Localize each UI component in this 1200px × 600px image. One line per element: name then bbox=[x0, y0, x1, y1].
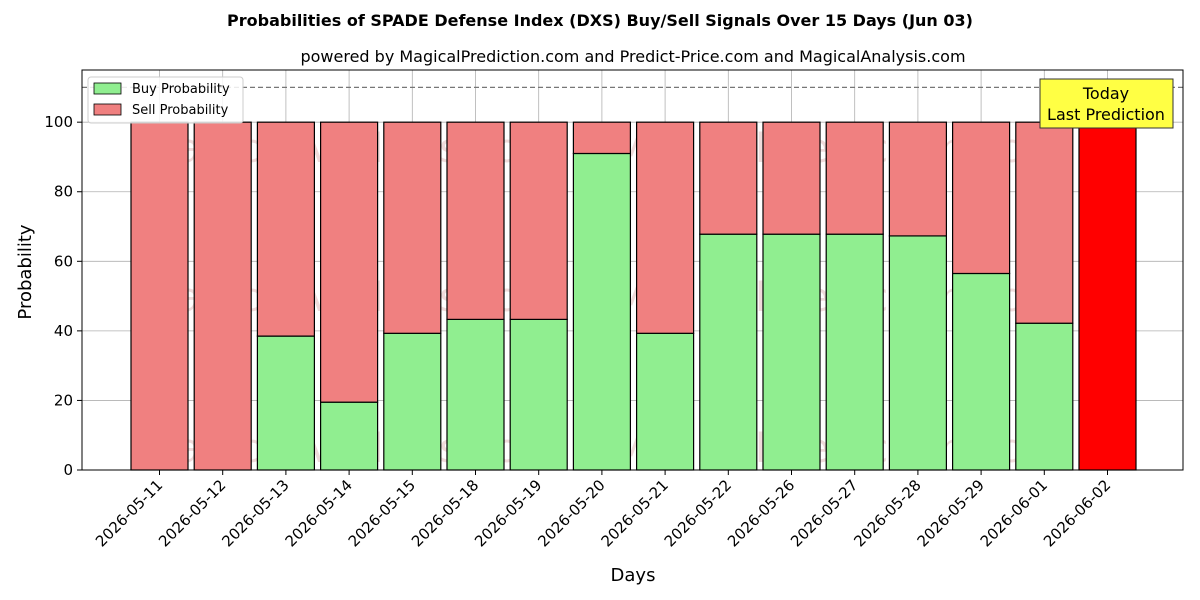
x-tick-label: 2026-05-29 bbox=[914, 476, 988, 550]
bar-buy-2026-05-21 bbox=[635, 332, 695, 471]
y-tick-label: 60 bbox=[54, 252, 73, 270]
plot-frame bbox=[81, 69, 1184, 471]
bar-buy-2026-05-26 bbox=[762, 233, 821, 471]
x-tick-label: 2026-05-21 bbox=[598, 476, 672, 550]
bar-buy-2026-05-27 bbox=[825, 233, 884, 471]
annotation-line1: Today bbox=[1082, 84, 1129, 103]
bar-buy-2026-05-29 bbox=[951, 272, 1011, 471]
today-annotation: Today Last Prediction bbox=[1039, 78, 1174, 129]
x-tick-label: 2026-05-20 bbox=[534, 476, 608, 550]
legend: Buy Probability Sell Probability bbox=[87, 76, 244, 124]
bar-sell-2026-05-28 bbox=[888, 121, 948, 237]
bar-sell-2026-05-26 bbox=[762, 121, 821, 235]
chart-title: Probabilities of SPADE Defense Index (DX… bbox=[227, 11, 973, 30]
bar-buy-2026-05-28 bbox=[888, 235, 948, 471]
bar-buy-2026-05-19 bbox=[509, 318, 568, 471]
bar-sell-2026-05-21 bbox=[635, 121, 695, 334]
legend-buy-swatch bbox=[93, 82, 122, 95]
bar-buy-2026-05-14 bbox=[320, 401, 379, 471]
x-tick-label: 2026-05-22 bbox=[661, 476, 735, 550]
y-tick-label: 80 bbox=[54, 183, 73, 201]
x-axis-label: Days bbox=[611, 565, 656, 586]
bar-sell-2026-05-22 bbox=[699, 121, 758, 235]
bar-sell-2026-05-29 bbox=[951, 121, 1011, 275]
x-tick-label: 2026-05-18 bbox=[408, 476, 482, 550]
bar-sell-2026-05-18 bbox=[446, 121, 505, 320]
x-tick-label: 2026-05-12 bbox=[155, 476, 229, 550]
legend-frame bbox=[87, 76, 244, 124]
bar-buy-2026-06-01 bbox=[1015, 322, 1074, 471]
x-tick-label: 2026-05-15 bbox=[345, 476, 419, 550]
bar-buy-2026-05-20 bbox=[572, 152, 632, 471]
bar-sell-2026-05-14 bbox=[320, 121, 379, 403]
x-tick-label: 2026-05-28 bbox=[850, 476, 924, 550]
bar-buy-2026-05-15 bbox=[383, 332, 442, 471]
y-tick-label: 40 bbox=[54, 322, 73, 340]
bars bbox=[130, 121, 1137, 471]
y-tick-label: 100 bbox=[44, 113, 73, 131]
x-tick-label: 2026-06-02 bbox=[1040, 476, 1114, 550]
bar-buy-2026-05-22 bbox=[699, 233, 758, 471]
bar-sell-2026-06-01 bbox=[1015, 121, 1074, 324]
annotation-line2: Last Prediction bbox=[1047, 105, 1165, 124]
x-tick-label: 2026-05-14 bbox=[282, 476, 356, 550]
bar-sell-2026-05-12 bbox=[193, 121, 252, 471]
bar-sell-2026-05-13 bbox=[256, 121, 315, 337]
legend-sell-swatch bbox=[93, 103, 122, 116]
bar-sell-2026-05-20 bbox=[572, 121, 632, 155]
x-tick-label: 2026-06-01 bbox=[977, 476, 1051, 550]
legend-buy-label: Buy Probability bbox=[132, 82, 230, 97]
chart-subtitle: powered by MagicalPrediction.com and Pre… bbox=[300, 47, 965, 66]
bar-buy-2026-05-13 bbox=[256, 335, 315, 471]
bar-sell-2026-05-11 bbox=[130, 121, 189, 471]
x-tick-label: 2026-05-11 bbox=[92, 476, 166, 550]
x-tick-label: 2026-05-13 bbox=[218, 476, 292, 550]
bar-sell-2026-06-02 bbox=[1078, 121, 1137, 471]
legend-sell-label: Sell Probability bbox=[132, 103, 229, 118]
y-tick-label: 20 bbox=[54, 391, 73, 409]
x-tick-label: 2026-05-27 bbox=[787, 476, 861, 550]
bar-sell-2026-05-19 bbox=[509, 121, 568, 320]
x-tick-label: 2026-05-19 bbox=[471, 476, 545, 550]
y-ticks: 0 20 40 60 80 100 bbox=[44, 113, 82, 479]
y-axis-label: Probability bbox=[15, 224, 36, 319]
x-tick-label: 2026-05-26 bbox=[724, 476, 798, 550]
bar-buy-2026-05-18 bbox=[446, 318, 505, 471]
x-ticks: 2026-05-112026-05-122026-05-132026-05-14… bbox=[92, 470, 1114, 550]
y-tick-label: 0 bbox=[63, 461, 73, 479]
annotation-box bbox=[1039, 78, 1174, 129]
bar-sell-2026-05-27 bbox=[825, 121, 884, 235]
bar-sell-2026-05-15 bbox=[383, 121, 442, 334]
